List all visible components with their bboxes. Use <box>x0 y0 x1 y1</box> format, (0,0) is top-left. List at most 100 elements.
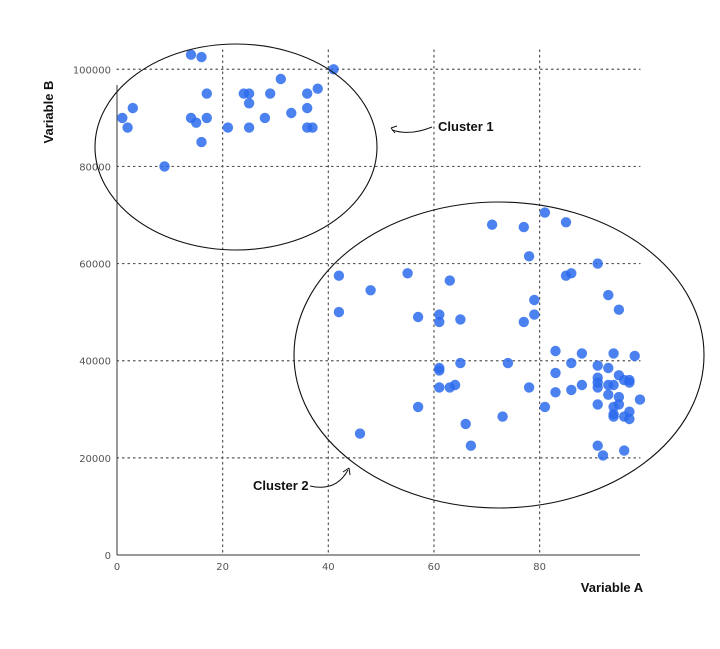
data-point-56 <box>603 362 614 374</box>
data-point-23 <box>307 122 318 133</box>
data-point-21 <box>243 122 255 133</box>
grid-lines <box>116 49 641 556</box>
data-point-14 <box>117 112 128 124</box>
data-point-94 <box>619 445 630 456</box>
tick-labels: 0 20 40 60 80 0 20000 40000 60000 80000 100000 <box>73 65 546 573</box>
data-point-76 <box>603 389 614 400</box>
data-point-34 <box>560 270 572 281</box>
data-point-88 <box>497 411 508 422</box>
cluster-1-ellipse <box>94 43 378 251</box>
data-point-16 <box>201 112 212 124</box>
y-tick-label-5: 100000 <box>73 65 111 76</box>
cluster-2-ellipse <box>293 201 705 509</box>
data-point-38 <box>603 289 614 301</box>
data-point-30 <box>523 251 535 262</box>
data-point-39 <box>529 294 540 306</box>
x-tick-label-0: 0 <box>114 562 120 573</box>
axes <box>116 85 640 556</box>
x-tick-label-2: 40 <box>322 562 335 573</box>
data-point-71 <box>434 382 445 393</box>
data-point-19 <box>122 122 133 133</box>
data-point-46 <box>434 316 445 328</box>
cluster-1-arrowhead <box>390 125 398 134</box>
data-point-1 <box>196 51 207 63</box>
data-point-52 <box>566 357 577 369</box>
data-point-47 <box>518 316 529 328</box>
data-point-43 <box>434 309 445 320</box>
data-point-58 <box>434 365 445 376</box>
data-point-68 <box>608 379 619 391</box>
data-point-4 <box>312 83 323 94</box>
data-point-2 <box>328 64 339 75</box>
data-point-95 <box>597 450 609 461</box>
data-point-26 <box>539 207 551 218</box>
x-tick-label-3: 60 <box>428 562 441 573</box>
data-point-89 <box>624 413 635 425</box>
data-point-17 <box>259 112 271 124</box>
cluster-1-label: Cluster 1 <box>438 119 494 134</box>
data-point-53 <box>455 357 466 369</box>
data-points <box>117 49 646 461</box>
data-point-31 <box>592 258 603 269</box>
data-point-44 <box>412 311 424 323</box>
data-point-91 <box>354 428 366 439</box>
x-tick-label-1: 20 <box>216 562 229 573</box>
data-point-77 <box>613 391 625 403</box>
data-point-55 <box>592 360 603 371</box>
data-point-70 <box>592 382 603 393</box>
data-point-25 <box>159 161 170 172</box>
data-point-32 <box>402 268 413 279</box>
data-point-72 <box>523 382 535 393</box>
data-point-41 <box>333 306 345 318</box>
data-point-12 <box>127 102 138 114</box>
data-point-5 <box>201 88 212 99</box>
data-point-3 <box>275 73 286 85</box>
data-point-73 <box>444 382 455 393</box>
data-point-8 <box>265 88 276 99</box>
data-point-78 <box>634 394 646 405</box>
data-point-79 <box>592 399 603 410</box>
y-tick-label-0: 0 <box>105 551 111 562</box>
data-point-29 <box>518 221 529 233</box>
data-point-82 <box>539 401 551 413</box>
y-tick-label-3: 60000 <box>79 260 111 271</box>
data-point-50 <box>608 348 619 359</box>
x-axis-title: Variable A <box>581 580 644 595</box>
data-point-36 <box>444 275 455 286</box>
data-point-51 <box>629 350 640 362</box>
data-point-83 <box>608 401 619 413</box>
data-point-7 <box>243 88 255 99</box>
data-point-66 <box>576 379 588 391</box>
data-point-20 <box>222 122 234 133</box>
data-point-10 <box>243 98 255 109</box>
data-point-75 <box>550 387 561 398</box>
data-point-49 <box>576 348 588 359</box>
data-point-9 <box>302 88 313 99</box>
cluster-2-arrowhead <box>342 467 351 476</box>
data-point-93 <box>592 440 603 451</box>
data-point-86 <box>608 411 619 422</box>
data-point-37 <box>365 285 376 296</box>
y-tick-label-1: 20000 <box>79 454 111 465</box>
data-point-48 <box>550 345 561 357</box>
y-tick-label-2: 40000 <box>79 357 111 368</box>
data-point-27 <box>560 217 572 228</box>
data-point-59 <box>550 367 561 379</box>
data-point-24 <box>196 136 207 148</box>
data-point-0 <box>185 49 197 60</box>
cluster-1-arrow <box>391 126 433 133</box>
cluster-2-arrow <box>309 469 349 488</box>
data-point-74 <box>566 384 577 396</box>
data-point-45 <box>455 314 466 325</box>
data-point-54 <box>502 357 514 369</box>
data-point-81 <box>412 401 424 413</box>
data-point-13 <box>286 107 297 119</box>
data-point-28 <box>486 219 498 230</box>
data-point-11 <box>302 102 313 114</box>
y-axis-title: Variable B <box>41 81 56 144</box>
data-point-92 <box>465 440 477 451</box>
data-point-40 <box>613 304 625 315</box>
data-point-42 <box>529 309 540 320</box>
data-point-90 <box>460 418 471 430</box>
